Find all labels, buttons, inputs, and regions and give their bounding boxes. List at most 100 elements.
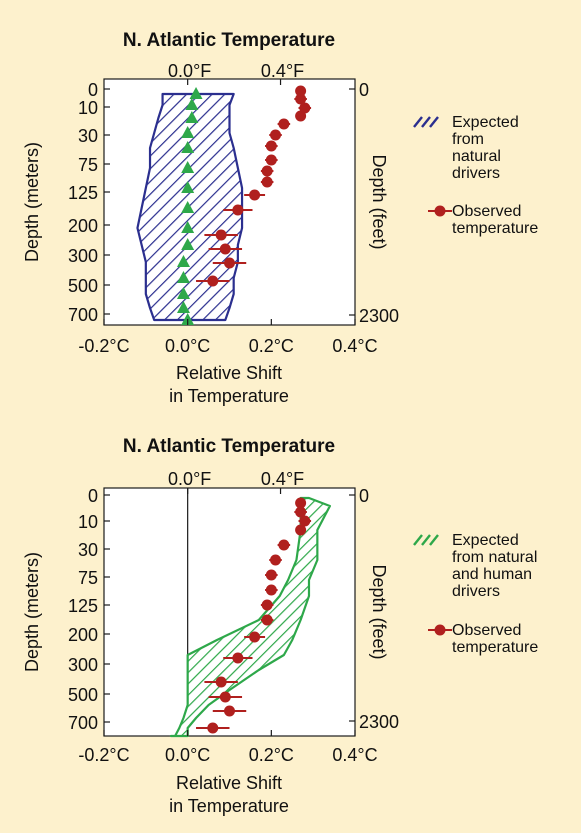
- observed-point: [215, 676, 227, 688]
- y-tick-label: 700: [68, 305, 98, 325]
- top-tick-label: 0.0°F: [168, 469, 211, 489]
- observed-point: [207, 275, 219, 287]
- x-axis-label-line1: Relative Shift: [176, 363, 282, 383]
- chart-title: N. Atlantic Temperature: [123, 30, 335, 51]
- expected-triangle-point: [185, 98, 199, 110]
- observed-point: [295, 93, 307, 105]
- expected-triangle-point: [176, 301, 190, 313]
- expected-triangle-point: [185, 111, 199, 123]
- legend-expected-label: natural: [452, 148, 501, 165]
- right-tick-label: 2300: [359, 712, 399, 732]
- expected-triangle-point: [181, 141, 195, 153]
- x-tick-label: 0.2°C: [249, 745, 294, 765]
- y-tick-label: 300: [68, 246, 98, 266]
- x-tick-label: 0.0°C: [165, 745, 210, 765]
- top-tick-label: 0.4°F: [261, 61, 304, 81]
- x-axis-label-line2: in Temperature: [169, 796, 289, 816]
- legend-hatch-swatch: [421, 534, 431, 546]
- legend-hatch-swatch: [413, 116, 423, 128]
- expected-band: [169, 496, 331, 738]
- right-tick-label: 0: [359, 80, 369, 100]
- x-tick-label: 0.4°C: [332, 745, 377, 765]
- legend-expected-label: Expected: [452, 532, 519, 549]
- y-axis-label-right: Depth (feet): [369, 154, 389, 249]
- observed-point: [207, 722, 219, 734]
- y-tick-label: 0: [88, 80, 98, 100]
- y-tick-label: 0: [88, 486, 98, 506]
- legend-hatch-swatch: [429, 116, 439, 128]
- legend-observed-label: temperature: [452, 220, 538, 237]
- expected-triangle-point: [181, 181, 195, 193]
- y-tick-label: 30: [78, 126, 98, 146]
- x-axis-label-line1: Relative Shift: [176, 773, 282, 793]
- legend-observed-dot: [434, 624, 446, 636]
- observed-point: [232, 204, 244, 216]
- legend-expected-label: from: [452, 131, 484, 148]
- y-tick-label: 75: [78, 155, 98, 175]
- y-tick-label: 125: [68, 183, 98, 203]
- y-tick-label: 200: [68, 625, 98, 645]
- observed-point: [265, 154, 277, 166]
- y-tick-label: 10: [78, 512, 98, 532]
- observed-point: [278, 118, 290, 130]
- observed-point: [249, 189, 261, 201]
- observed-point: [295, 497, 307, 509]
- observed-point: [261, 176, 273, 188]
- observed-point: [249, 631, 261, 643]
- observed-point: [278, 539, 290, 551]
- expected-triangle-point: [189, 87, 203, 99]
- y-tick-label: 30: [78, 540, 98, 560]
- legend-hatch-swatch: [429, 534, 439, 546]
- right-tick-label: 2300: [359, 306, 399, 326]
- legend-expected-label: and human: [452, 566, 532, 583]
- x-tick-label: -0.2°C: [78, 745, 129, 765]
- legend-observed-label: Observed: [452, 203, 521, 220]
- observed-point: [295, 506, 307, 518]
- observed-point: [261, 599, 273, 611]
- observed-point: [261, 614, 273, 626]
- observed-point: [232, 652, 244, 664]
- y-tick-label: 700: [68, 713, 98, 733]
- top-tick-label: 0.0°F: [168, 61, 211, 81]
- expected-triangle-point: [176, 271, 190, 283]
- legend-expected-label: Expected: [452, 114, 519, 131]
- y-tick-label: 75: [78, 568, 98, 588]
- x-tick-label: 0.4°C: [332, 336, 377, 356]
- observed-point: [219, 243, 231, 255]
- expected-triangle-point: [181, 238, 195, 250]
- x-axis-label-line2: in Temperature: [169, 386, 289, 406]
- observed-point: [224, 257, 235, 269]
- expected-triangle-point: [181, 221, 195, 233]
- observed-point: [295, 85, 307, 97]
- observed-point: [265, 140, 277, 152]
- y-tick-label: 200: [68, 216, 98, 236]
- legend-observed-dot: [434, 205, 446, 217]
- chart-title: N. Atlantic Temperature: [123, 436, 335, 457]
- x-tick-label: -0.2°C: [78, 336, 129, 356]
- expected-triangle-point: [176, 287, 190, 299]
- legend-expected-label: drivers: [452, 583, 500, 600]
- observed-point: [299, 515, 311, 527]
- legend-hatch-swatch: [413, 534, 423, 546]
- observed-point: [215, 229, 227, 241]
- observed-point: [265, 569, 277, 581]
- y-tick-label: 300: [68, 655, 98, 675]
- expected-triangle-point: [176, 255, 190, 267]
- observed-point: [270, 554, 282, 566]
- legend-expected-label: drivers: [452, 165, 500, 182]
- observed-point: [224, 705, 235, 717]
- observed-point: [261, 165, 273, 177]
- y-axis-label-right: Depth (feet): [369, 564, 389, 659]
- legend-observed-label: temperature: [452, 639, 538, 656]
- right-tick-label: 0: [359, 486, 369, 506]
- y-tick-label: 10: [78, 98, 98, 118]
- y-axis-label-left: Depth (meters): [22, 552, 42, 672]
- x-tick-label: 0.2°C: [249, 336, 294, 356]
- observed-point: [270, 129, 282, 141]
- observed-point: [295, 524, 307, 536]
- observed-point: [265, 584, 277, 596]
- expected-triangle-point: [181, 126, 195, 138]
- y-tick-label: 500: [68, 685, 98, 705]
- observed-point: [295, 110, 307, 122]
